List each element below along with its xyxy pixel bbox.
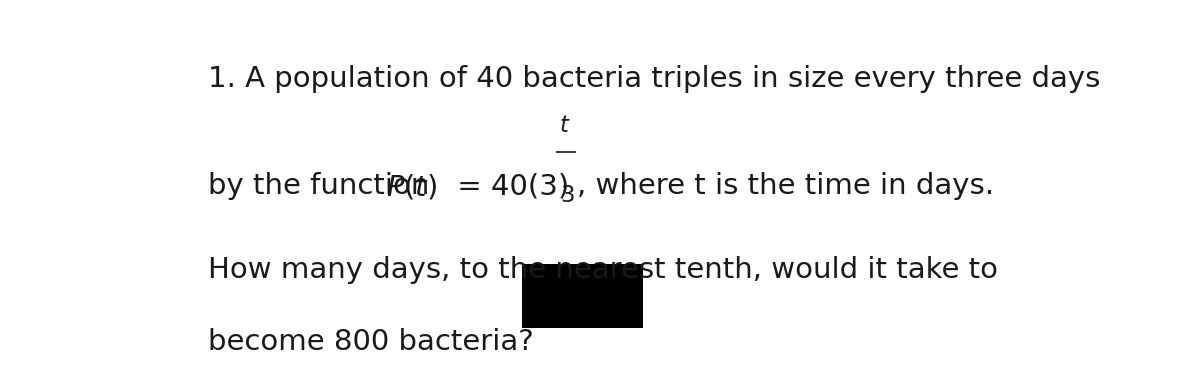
Text: = 40(3): = 40(3) bbox=[448, 172, 569, 200]
Text: How many days, to the nearest tenth, would it take to: How many days, to the nearest tenth, wou… bbox=[208, 256, 997, 284]
Text: become 800 bacteria?: become 800 bacteria? bbox=[208, 328, 534, 356]
Text: by the function: by the function bbox=[208, 172, 438, 200]
Text: 1. A population of 40 bacteria triples in size every three days: 1. A population of 40 bacteria triples i… bbox=[208, 65, 1100, 93]
Text: t: t bbox=[559, 114, 568, 137]
FancyBboxPatch shape bbox=[522, 264, 643, 328]
Text: $\it{P}$($\it{t}$): $\it{P}$($\it{t}$) bbox=[386, 172, 438, 201]
Text: , where t is the time in days.: , where t is the time in days. bbox=[577, 172, 994, 200]
Text: 3: 3 bbox=[560, 184, 575, 207]
